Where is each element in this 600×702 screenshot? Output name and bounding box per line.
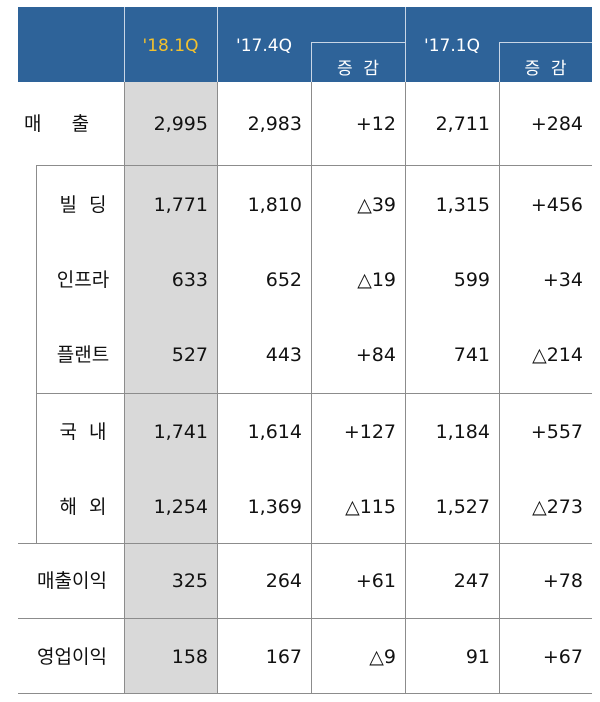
table-cell: +557 [530, 421, 583, 443]
divider [311, 42, 312, 82]
table-cell: +67 [542, 646, 583, 668]
divider [217, 7, 218, 82]
table-cell: △214 [532, 344, 583, 366]
table-cell: +34 [542, 269, 583, 291]
divider [124, 82, 125, 693]
highlight-column [124, 82, 217, 693]
table-cell: 633 [171, 269, 208, 291]
divider [18, 693, 592, 694]
table-cell: 1,741 [153, 421, 208, 443]
table-cell: 167 [265, 646, 302, 668]
table-cell: 2,983 [247, 113, 302, 135]
table-cell: 91 [465, 646, 490, 668]
row-label: 인프라 [56, 269, 110, 291]
divider [36, 165, 592, 166]
divider [405, 82, 406, 693]
table-cell: 247 [453, 570, 490, 592]
table-cell: △9 [369, 646, 396, 668]
table-cell: +12 [355, 113, 396, 135]
table-cell: +78 [542, 570, 583, 592]
table-cell: 1,771 [153, 194, 208, 216]
table-cell: 443 [265, 344, 302, 366]
table-cell: 264 [265, 570, 302, 592]
row-label: 플랜트 [56, 344, 110, 366]
table-cell: △39 [357, 194, 396, 216]
table-cell: 158 [171, 646, 208, 668]
table-cell: +61 [355, 570, 396, 592]
table-cell: +127 [343, 421, 396, 443]
row-label: 매출이익 [37, 570, 107, 592]
divider [405, 7, 406, 82]
table-cell: 1,254 [153, 496, 208, 518]
divider [311, 42, 405, 43]
table-cell: 1,527 [435, 496, 490, 518]
divider [499, 42, 500, 82]
row-label: 국 내 [59, 421, 107, 443]
divider [217, 82, 218, 693]
divider [18, 543, 592, 544]
table-cell: 1,315 [435, 194, 490, 216]
header-17-4q: '17.4Q [236, 36, 292, 56]
table-cell: +84 [355, 344, 396, 366]
divider [36, 393, 592, 394]
header-18-1q: '18.1Q [142, 36, 199, 56]
table-cell: 2,711 [435, 113, 490, 135]
table-cell: △273 [532, 496, 583, 518]
table-cell: +456 [530, 194, 583, 216]
table-cell: △19 [357, 269, 396, 291]
header-17-1q: '17.1Q [424, 36, 480, 56]
divider [499, 42, 592, 43]
divider [124, 7, 125, 82]
table-cell: 325 [171, 570, 208, 592]
table-cell: 741 [453, 344, 490, 366]
row-label: 빌 딩 [59, 194, 107, 216]
divider [499, 82, 500, 693]
divider [18, 618, 592, 619]
table-cell: 1,614 [247, 421, 302, 443]
row-label: 영업이익 [37, 646, 107, 668]
divider [36, 165, 37, 543]
table-cell: 652 [265, 269, 302, 291]
table-cell: △115 [345, 496, 396, 518]
table-header [18, 7, 592, 82]
table-cell: 2,995 [153, 113, 208, 135]
table-cell: 599 [453, 269, 490, 291]
header-change-1: 증 감 [336, 59, 380, 79]
header-change-2: 증 감 [524, 59, 567, 79]
table-cell: 527 [171, 344, 208, 366]
table-cell: 1,810 [247, 194, 302, 216]
table-cell: 1,369 [247, 496, 302, 518]
table-cell: 1,184 [435, 421, 490, 443]
row-label: 매 출 [24, 113, 90, 135]
divider [311, 82, 312, 693]
table-cell: +284 [530, 113, 583, 135]
row-label: 해 외 [59, 496, 107, 518]
